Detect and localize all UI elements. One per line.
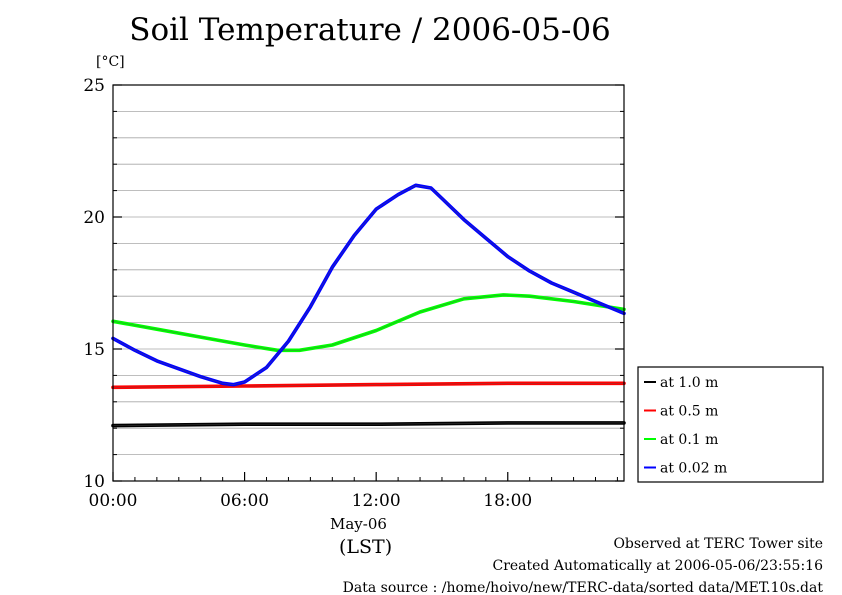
legend-label: at 0.5 m (660, 404, 718, 420)
x-tick-label: 06:00 (220, 491, 269, 511)
legend-label: at 0.1 m (660, 432, 718, 448)
legend-label: at 1.0 m (660, 375, 718, 391)
y-axis-unit-label: [°C] (96, 54, 125, 70)
y-tick-label: 10 (83, 472, 105, 492)
x-axis-label: (LST) (339, 536, 393, 558)
x-tick-label: 18:00 (483, 491, 532, 511)
legend-box (637, 366, 824, 483)
x-tick-label: 00:00 (89, 491, 138, 511)
series-line-core (112, 185, 625, 385)
series-line-core (112, 382, 624, 388)
series-line-core (112, 294, 625, 351)
plot-frame (112, 84, 625, 482)
footer-source-note: Data source : /home/hoivo/new/TERC-data/… (342, 580, 823, 595)
y-tick-label: 20 (83, 208, 105, 228)
footer-created-note: Created Automatically at 2006-05-06/23:5… (492, 558, 823, 574)
legend-label: at 0.02 m (660, 461, 727, 477)
y-tick-label: 25 (83, 76, 105, 96)
x-axis-date-label: May-06 (330, 515, 387, 533)
y-tick-label: 15 (83, 340, 105, 360)
series-line (111, 183, 626, 387)
series-line-core (112, 422, 624, 426)
footer-site-note: Observed at TERC Tower site (613, 536, 823, 552)
chart-title: Soil Temperature / 2006-05-06 (129, 12, 611, 48)
x-tick-label: 12:00 (352, 491, 401, 511)
